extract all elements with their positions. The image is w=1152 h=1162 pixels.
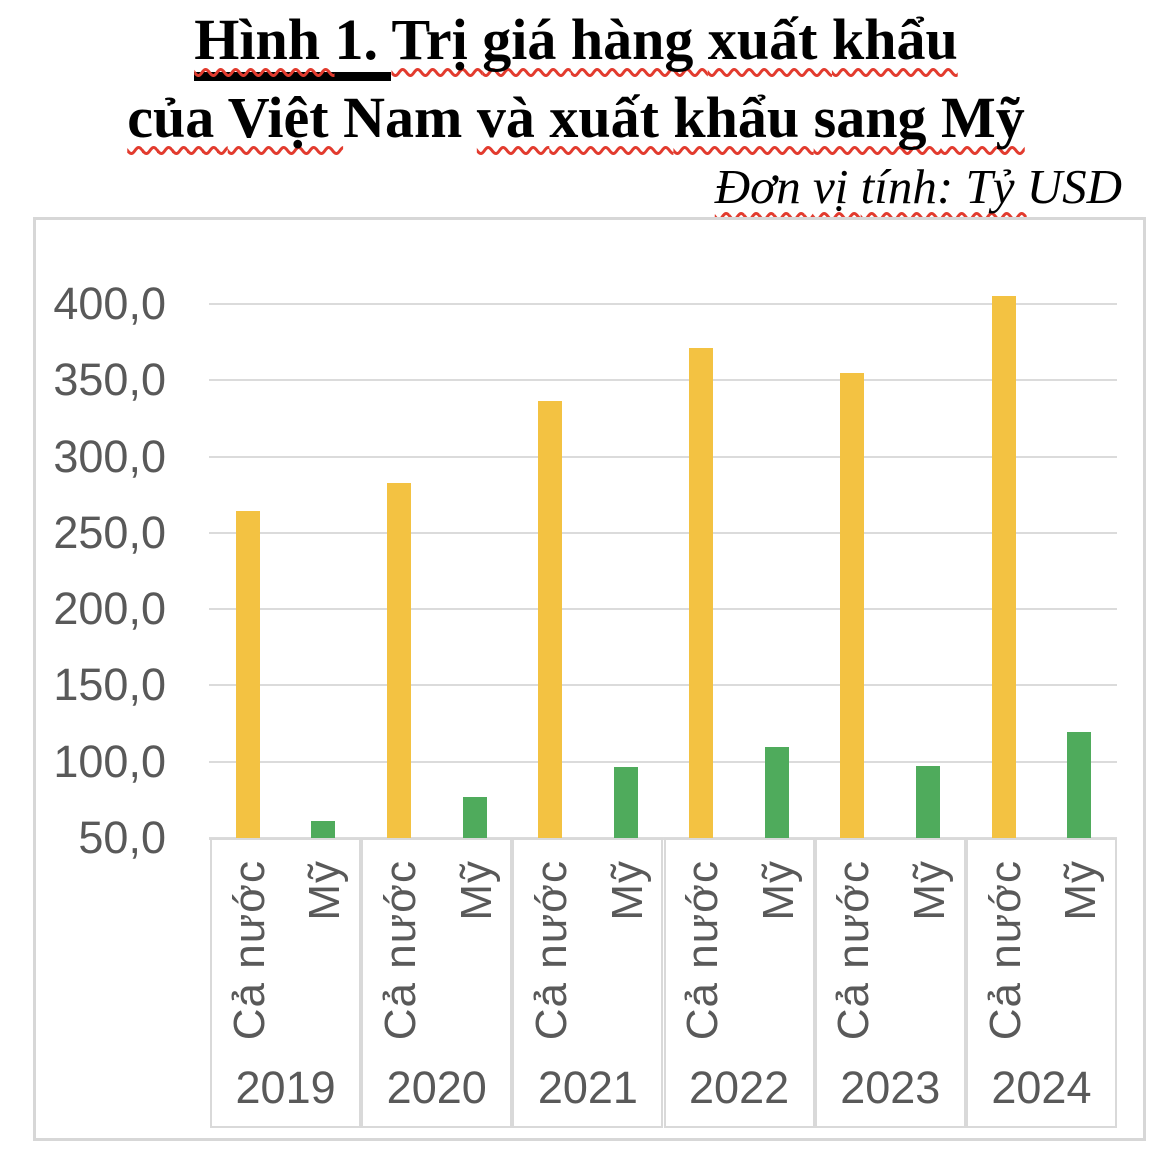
bar-my-2023 — [916, 766, 941, 838]
x-axis-group-box: Cả nước Mỹ 2022 — [663, 838, 815, 1128]
word: và — [476, 85, 550, 150]
bar-my-2024 — [1067, 731, 1092, 838]
word: 1. — [334, 7, 392, 72]
rotated-category-label: Cả nước — [980, 860, 1030, 1041]
word: USD — [1026, 159, 1122, 214]
bar-chart[interactable]: 400,0 350,0 300,0 250,0 200,0 150,0 100,0 50,0 … — [33, 217, 1146, 1141]
rotated-category-label: Cả nước — [375, 860, 425, 1041]
x-axis-group-box: Cả nước Mỹ 2020 — [361, 838, 513, 1128]
x-axis-group-box: Cả nước Mỹ 2019 — [210, 838, 362, 1128]
word: khẩu — [831, 7, 958, 72]
bar-my-2020 — [462, 796, 487, 838]
word: Hình — [194, 7, 335, 72]
gridline — [209, 684, 1117, 687]
y-tick-label: 250,0 — [53, 506, 166, 558]
rotated-category-label: Mỹ — [300, 860, 350, 921]
x-axis-group-box: Cả nước Mỹ 2023 — [814, 838, 966, 1128]
year-label: 2022 — [689, 1062, 790, 1113]
year-label: 2020 — [386, 1062, 487, 1113]
rotated-category-label: Mỹ — [1056, 860, 1106, 921]
bar-ca-nuoc-2021 — [538, 401, 563, 838]
gridline — [209, 455, 1117, 458]
bar-ca-nuoc-2024 — [991, 295, 1016, 838]
gridline — [209, 760, 1117, 763]
word: xuất — [549, 85, 674, 150]
word: Đơn — [714, 159, 814, 214]
word: khẩu — [673, 85, 814, 150]
word: hàng — [570, 7, 708, 72]
bar-ca-nuoc-2020 — [386, 482, 411, 838]
word: giá — [482, 7, 571, 72]
y-tick-label: 150,0 — [53, 659, 166, 711]
gridline — [209, 379, 1117, 382]
rotated-category-label: Mỹ — [451, 860, 501, 921]
x-axis-group-box: Cả nước Mỹ 2024 — [965, 838, 1117, 1128]
word: của — [127, 85, 228, 150]
word: Việt — [227, 85, 344, 150]
word: Mỹ — [941, 85, 1025, 150]
rotated-category-label: Cả nước — [829, 860, 879, 1041]
y-tick-label: 200,0 — [53, 583, 166, 635]
chart-title-line2: của Việt Nam và xuất khẩu sang Mỹ — [0, 78, 1152, 158]
year-label: 2023 — [840, 1062, 941, 1113]
word: xuất — [707, 7, 832, 72]
year-label: 2021 — [537, 1062, 638, 1113]
gridline — [209, 303, 1117, 305]
year-label: 2019 — [235, 1062, 336, 1113]
word: Tỷ — [965, 159, 1027, 214]
bar-my-2021 — [613, 767, 638, 838]
unit-note: Đơn vị tính: Tỷ USD — [715, 159, 1122, 215]
word: sang — [813, 85, 941, 150]
rotated-category-label: Cả nước — [527, 860, 577, 1041]
rotated-category-label: Cả nước — [224, 860, 274, 1041]
gridline — [209, 531, 1117, 534]
bar-ca-nuoc-2022 — [689, 347, 714, 838]
y-tick-label: 300,0 — [53, 430, 166, 482]
chart-title-line1: Hình 1. Trị giá hàng xuất khẩu — [0, 0, 1152, 81]
bar-ca-nuoc-2023 — [840, 373, 865, 838]
underlined-phrase: Hình 1. — [194, 7, 392, 81]
rotated-category-label: Cả nước — [678, 860, 728, 1041]
y-tick-label: 100,0 — [53, 735, 166, 787]
word: Trị — [391, 7, 483, 72]
gridline — [209, 608, 1117, 611]
word: tính: — [860, 159, 966, 214]
word: Nam — [343, 85, 477, 150]
bar-my-2022 — [764, 747, 789, 838]
bar-ca-nuoc-2019 — [235, 511, 260, 838]
year-label: 2024 — [991, 1062, 1092, 1113]
y-tick-label: 50,0 — [78, 812, 166, 863]
y-tick-label: 350,0 — [53, 354, 166, 406]
y-tick-label: 400,0 — [53, 278, 166, 329]
rotated-category-label: Mỹ — [753, 860, 803, 921]
rotated-category-label: Mỹ — [905, 860, 955, 921]
bar-my-2019 — [311, 820, 336, 838]
word: vị — [813, 159, 861, 214]
x-axis-group-box: Cả nước Mỹ 2021 — [512, 838, 664, 1128]
rotated-category-label: Mỹ — [602, 860, 652, 921]
